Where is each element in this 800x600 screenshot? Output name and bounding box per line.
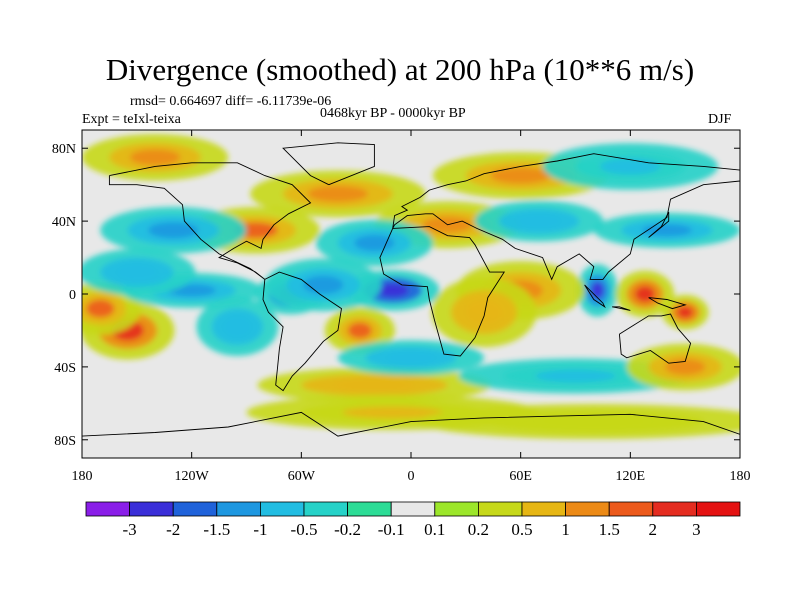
experiment-text: Expt = teIxl-teixa — [82, 112, 181, 127]
field-anomaly-10-2 — [347, 322, 372, 339]
colorbar-label-2: -1.5 — [203, 520, 230, 539]
field-anomaly-18-2 — [641, 224, 693, 237]
colorbar-label-1: -2 — [166, 520, 180, 539]
field-anomaly-5-2 — [590, 281, 605, 300]
field-anomaly-22-2 — [600, 158, 661, 175]
y-tick-label-1: 40N — [52, 215, 76, 230]
colorbar-label-10: 1 — [561, 520, 570, 539]
stats-text: rmsd= 0.664697 diff= -6.11739e-06 — [130, 94, 332, 109]
field-anomaly-11-2 — [223, 316, 252, 337]
colorbar-swatch-9 — [477, 501, 523, 517]
x-tick-label-5: 120E — [616, 469, 646, 484]
coastline-3 — [392, 153, 740, 281]
colorbar-label-8: 0.2 — [468, 520, 489, 539]
field-anomaly-17-2 — [516, 214, 562, 229]
field-anomaly-13-2 — [116, 264, 157, 281]
chart-title: Divergence (smoothed) at 200 hPa (10**6 … — [105, 52, 695, 87]
field-anomaly-19-2 — [148, 222, 199, 239]
coastline-10 — [82, 411, 740, 437]
x-tick-label-0: 180 — [72, 469, 93, 484]
field-anomaly-24-2 — [334, 379, 415, 392]
x-tick-label-6: 180 — [730, 469, 751, 484]
coastline-7 — [612, 306, 631, 311]
colorbar-swatch-6 — [347, 501, 392, 517]
field-anomaly-2-2 — [303, 275, 344, 294]
field-anomaly-21-2 — [490, 167, 551, 184]
colorbar-label-6: -0.1 — [378, 520, 405, 539]
colorbar: -3 -2 -1.5 -1 -0.5 -0.2 -0.1 0.1 0.2 0.5 1 1.5 2 3 — [85, 501, 741, 539]
season-text: DJF — [708, 112, 732, 127]
colorbar-swatch-7 — [390, 501, 436, 517]
coastline-5 — [282, 142, 375, 186]
coastline-2 — [379, 226, 506, 357]
x-tick-label-3: 0 — [408, 469, 415, 484]
y-tick-label-3: 40S — [54, 361, 76, 376]
field-anomaly-28-2 — [342, 406, 443, 419]
colorbar-swatch-14 — [696, 501, 741, 517]
colorbar-swatch-11 — [565, 501, 610, 517]
field-anomaly-27-2 — [385, 351, 437, 364]
colorbar-label-4: -0.5 — [291, 520, 318, 539]
colorbar-label-12: 2 — [649, 520, 658, 539]
field-anomaly-0-2 — [376, 283, 409, 298]
colorbar-swatch-1 — [129, 501, 174, 517]
colorbar-swatch-13 — [652, 501, 697, 517]
x-tick-label-2: 60W — [288, 469, 316, 484]
colorbar-swatch-0 — [85, 501, 130, 517]
coastline-9 — [648, 211, 670, 238]
field-anomaly-25-2 — [535, 369, 616, 383]
colorbar-label-13: 3 — [692, 520, 701, 539]
colorbar-label-0: -3 — [123, 520, 137, 539]
field-anomaly-4-2 — [86, 299, 115, 318]
y-tick-label-0: 80N — [52, 142, 76, 157]
coastline-6 — [584, 284, 606, 309]
x-tick-label-4: 60E — [509, 469, 532, 484]
field-anomaly-29-2 — [533, 415, 655, 428]
map-field — [82, 130, 740, 458]
colorbar-label-5: -0.2 — [334, 520, 361, 539]
colorbar-label-3: -1 — [253, 520, 267, 539]
colorbar-label-11: 1.5 — [599, 520, 620, 539]
field-anomaly-23-2 — [129, 149, 181, 166]
field-anomaly-7-2 — [677, 306, 694, 319]
colorbar-swatch-3 — [216, 501, 261, 517]
field-anomaly-9-2 — [466, 300, 503, 325]
y-tick-label-4: 80S — [54, 434, 76, 449]
field-anomaly-20-2 — [307, 185, 369, 202]
coastlines — [82, 142, 740, 437]
coastline-8 — [648, 297, 687, 310]
axis-ticks: 180 120W 60W 0 60E 120E 180 80N 40N 0 40S 80S — [52, 130, 751, 484]
colorbar-swatch-2 — [172, 501, 218, 517]
y-tick-label-2: 0 — [69, 288, 76, 303]
coastline-0 — [108, 162, 312, 280]
colorbar-swatch-12 — [608, 501, 654, 517]
colorbar-swatch-8 — [434, 501, 479, 517]
colorbar-swatch-5 — [303, 501, 348, 517]
period-text: 0468kyr BP - 0000kyr BP — [320, 106, 466, 121]
coastline-4 — [618, 313, 692, 364]
colorbar-swatch-4 — [259, 501, 305, 517]
colorbar-swatch-10 — [521, 501, 566, 517]
colorbar-label-9: 0.5 — [511, 520, 532, 539]
colorbar-label-7: 0.1 — [424, 520, 445, 539]
x-tick-label-1: 120W — [175, 469, 210, 484]
coastline-1 — [262, 271, 342, 392]
